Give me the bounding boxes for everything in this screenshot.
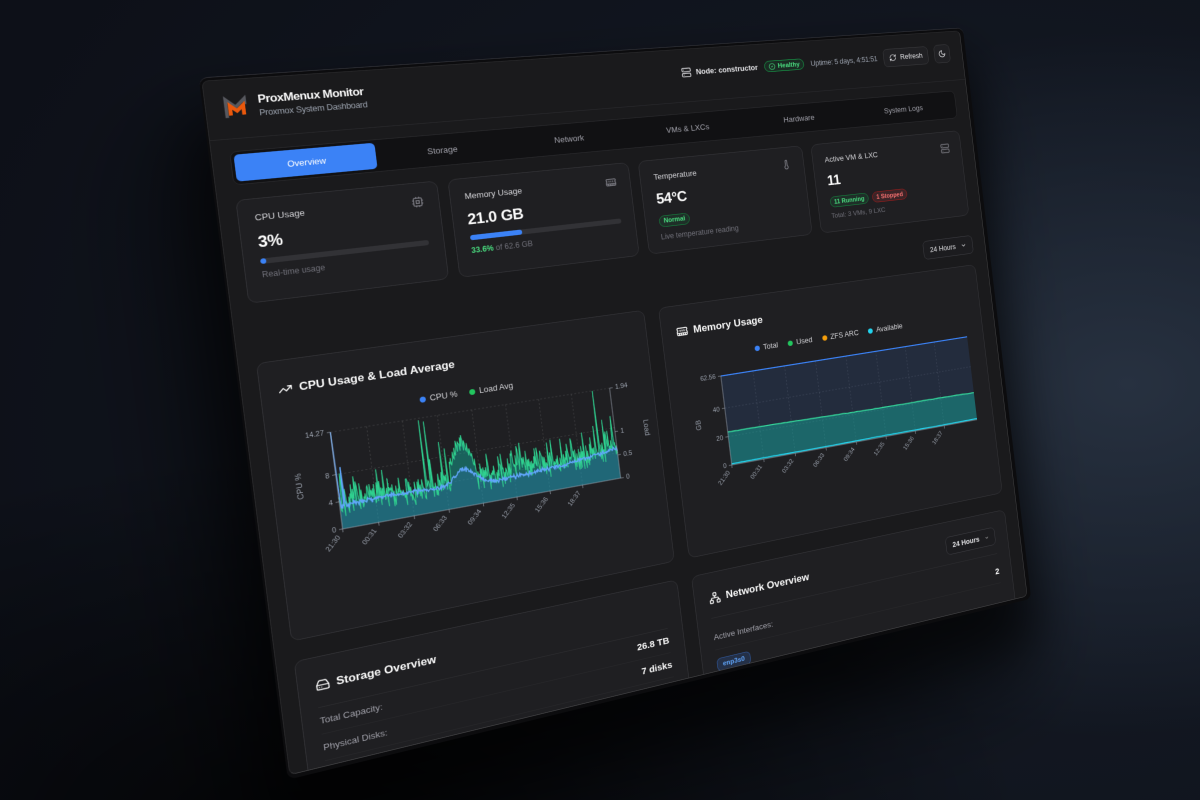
svg-text:15:36: 15:36 [533,496,550,514]
svg-text:06:33: 06:33 [431,514,449,533]
svg-text:12:35: 12:35 [872,441,886,457]
svg-text:1.94: 1.94 [615,382,629,391]
svg-text:8: 8 [325,472,330,481]
svg-text:GB: GB [694,419,703,431]
svg-text:12:35: 12:35 [500,502,517,520]
svg-text:03:32: 03:32 [396,521,414,540]
svg-text:40: 40 [712,405,720,413]
svg-text:20: 20 [716,434,724,442]
svg-text:03:32: 03:32 [781,457,795,474]
svg-text:18:37: 18:37 [931,430,944,446]
svg-text:0: 0 [626,473,630,481]
svg-text:06:33: 06:33 [812,452,826,469]
svg-text:0.5: 0.5 [623,449,633,458]
svg-text:CPU %: CPU % [293,473,306,501]
svg-text:00:31: 00:31 [749,463,764,480]
svg-text:1: 1 [620,427,624,435]
svg-text:18:37: 18:37 [566,490,582,508]
svg-text:0: 0 [332,526,337,535]
svg-text:09:34: 09:34 [466,507,484,526]
svg-text:15:36: 15:36 [902,435,915,451]
svg-text:0: 0 [723,462,727,470]
svg-text:14.27: 14.27 [305,429,325,440]
svg-text:21:30: 21:30 [717,469,732,486]
svg-text:62.56: 62.56 [700,373,716,383]
svg-text:00:31: 00:31 [360,527,378,546]
svg-text:21:30: 21:30 [324,534,343,553]
svg-text:4: 4 [328,499,334,508]
svg-text:09:34: 09:34 [842,446,856,463]
svg-text:Load: Load [642,419,652,437]
